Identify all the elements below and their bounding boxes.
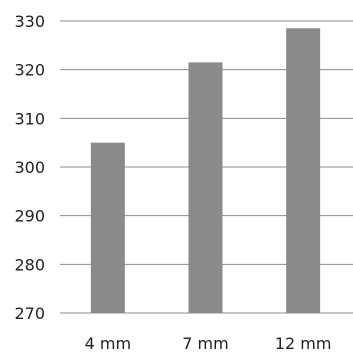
- x-tick-label: 12 mm: [275, 334, 332, 353]
- bar-2: [286, 28, 321, 314]
- y-axis-tick-labels: 270 280 290 300 310 320 330: [14, 12, 45, 323]
- y-tick-label: 330: [14, 12, 45, 31]
- y-tick-label: 300: [14, 158, 45, 177]
- x-tick-label: 7 mm: [182, 334, 228, 353]
- y-tick-label: 310: [14, 109, 45, 128]
- bar-1: [188, 62, 223, 313]
- y-tick-label: 280: [14, 255, 45, 274]
- y-tick-label: 270: [14, 304, 45, 323]
- x-axis-tick-labels: 4 mm 7 mm 12 mm: [85, 334, 332, 353]
- x-tick-label: 4 mm: [85, 334, 131, 353]
- bar-0: [90, 142, 125, 313]
- y-tick-label: 290: [14, 207, 45, 226]
- bars: [90, 28, 321, 314]
- y-tick-label: 320: [14, 61, 45, 80]
